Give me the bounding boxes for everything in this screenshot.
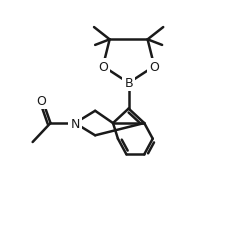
Text: B: B: [124, 77, 132, 90]
Text: O: O: [98, 60, 107, 73]
Text: N: N: [70, 117, 79, 130]
Text: O: O: [36, 95, 46, 108]
Text: O: O: [149, 60, 159, 73]
